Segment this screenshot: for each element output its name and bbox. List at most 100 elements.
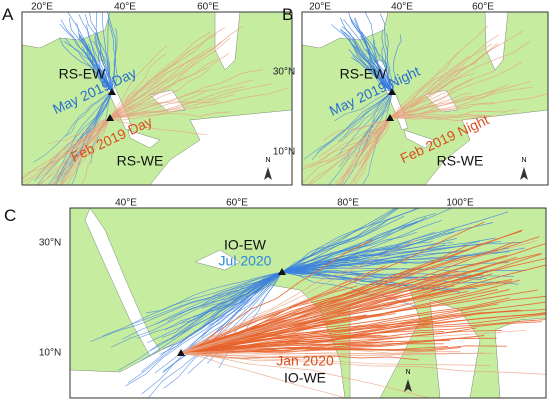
- annotation: RS-EW: [59, 66, 106, 82]
- trajectory: [281, 220, 418, 273]
- trajectory: [53, 117, 111, 185]
- trajectory: [340, 29, 393, 93]
- trajectory: [102, 271, 283, 337]
- trajectory: [109, 69, 263, 119]
- trajectory: [281, 245, 410, 273]
- lon-tick-label: 40°E: [115, 198, 137, 209]
- trajectory: [281, 231, 455, 273]
- trajectory: [389, 43, 492, 119]
- trajectory: [389, 108, 518, 119]
- trajectory: [341, 91, 393, 142]
- trajectory: [180, 241, 515, 354]
- trajectory: [33, 91, 113, 163]
- frame-a: [21, 11, 293, 186]
- trajectory: [389, 51, 459, 119]
- trajectory: [95, 12, 113, 93]
- site-marker: [108, 88, 116, 95]
- annotation: IO-EW: [224, 237, 267, 253]
- trajectory: [162, 271, 283, 372]
- trajectory: [109, 45, 168, 119]
- lon-tick-label: 20°E: [309, 2, 331, 13]
- trajectory: [389, 43, 498, 119]
- trajectory: [180, 229, 523, 354]
- north-arrow: [264, 167, 272, 180]
- site-marker: [177, 349, 185, 356]
- annotation: Jan 2020: [276, 353, 334, 369]
- lon-tick-label: 60°E: [472, 2, 494, 13]
- trajectory: [187, 271, 283, 374]
- trajectory: [86, 24, 113, 93]
- trajectory: [389, 61, 478, 119]
- trajectory: [180, 349, 461, 355]
- trajectory: [352, 55, 393, 93]
- trajectory: [156, 271, 283, 325]
- trajectory: [180, 321, 543, 354]
- annotation: RS-EW: [340, 66, 387, 82]
- trajectory: [355, 117, 391, 185]
- trajectory: [109, 37, 231, 119]
- trajectory: [353, 18, 393, 93]
- trajectory: [107, 12, 116, 93]
- trajectory: [389, 114, 491, 120]
- trajectory: [109, 58, 219, 119]
- site-marker: [386, 114, 394, 121]
- trajectory: [389, 56, 469, 119]
- trajectory: [281, 268, 527, 273]
- trajectory: [389, 44, 499, 119]
- trajectory: [386, 32, 394, 93]
- trajectory: [281, 215, 405, 273]
- trajectory: [360, 117, 391, 168]
- trajectory: [180, 323, 430, 354]
- trajectory: [109, 34, 217, 119]
- trajectory: [180, 352, 486, 357]
- trajectory: [373, 40, 393, 93]
- trajectory: [66, 117, 111, 185]
- trajectory: [180, 300, 424, 354]
- lat-tick-label: 10°N: [39, 348, 61, 359]
- trajectory: [121, 271, 283, 340]
- trajectory: [389, 41, 531, 119]
- trajectory: [389, 78, 475, 119]
- trajectory: [180, 310, 522, 354]
- trajectory: [281, 271, 454, 292]
- trajectory: [180, 351, 438, 355]
- trajectory: [374, 46, 393, 93]
- trajectory: [304, 91, 393, 160]
- lon-tick-label: 60°E: [197, 2, 219, 13]
- trajectory: [281, 220, 442, 273]
- trajectory: [180, 329, 527, 354]
- trajectory: [109, 46, 212, 119]
- trajectory: [109, 117, 208, 136]
- trajectory: [109, 67, 212, 119]
- trajectory: [48, 117, 111, 145]
- trajectory: [180, 272, 469, 354]
- trajectory: [180, 320, 434, 354]
- map-c: [70, 208, 546, 398]
- trajectory: [78, 14, 113, 93]
- trajectory: [180, 352, 491, 366]
- panel-label: C: [4, 206, 16, 225]
- trajectory: [162, 271, 283, 373]
- trajectory: [389, 114, 482, 122]
- north-label: N: [405, 369, 410, 376]
- trajectory: [65, 91, 113, 137]
- trajectory: [45, 117, 111, 169]
- trajectory: [281, 228, 455, 273]
- trajectory: [389, 114, 499, 119]
- trajectory: [39, 117, 111, 185]
- trajectory: [317, 117, 391, 158]
- north-label: N: [265, 157, 270, 164]
- trajectory: [361, 91, 393, 156]
- trajectory: [79, 37, 113, 93]
- lat-tick-label: 30°N: [273, 67, 295, 78]
- trajectory: [34, 91, 113, 182]
- lat-tick-label: 10°N: [273, 147, 295, 158]
- annotation: RS-WE: [117, 153, 164, 169]
- trajectory: [281, 208, 453, 273]
- trajectory: [389, 91, 496, 119]
- trajectory: [360, 91, 393, 155]
- trajectory: [180, 315, 366, 354]
- lat-tick-label: 30°N: [39, 238, 61, 249]
- site-marker: [388, 88, 396, 95]
- trajectory: [109, 53, 166, 119]
